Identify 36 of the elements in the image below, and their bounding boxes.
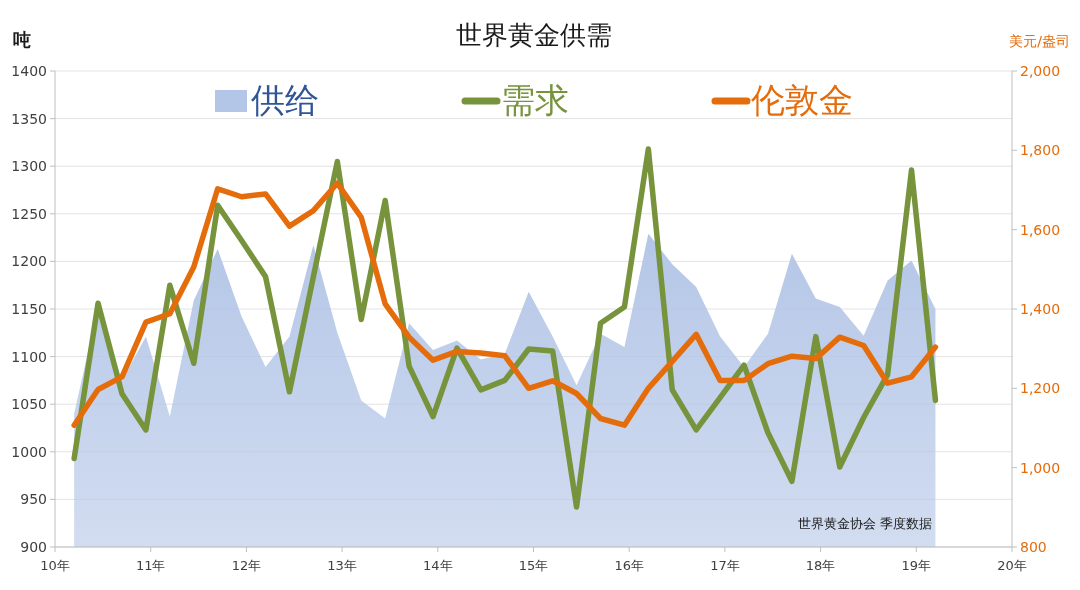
y-tick-label: 1000 [11,443,47,460]
chart-title: 世界黄金供需 [455,20,612,50]
y-tick-label: 1250 [11,205,47,222]
y2-tick-label: 800 [1020,539,1047,555]
y-tick-label: 1400 [11,63,47,79]
x-tick-label: 14年 [423,558,453,573]
x-tick-label: 15年 [518,558,549,573]
y-tick-label: 1100 [11,348,47,365]
y2-tick-label: 1,200 [1020,380,1061,397]
legend-label: 伦敦金 [751,80,853,120]
y-tick-label: 1200 [11,253,47,270]
y-tick-label: 1350 [11,110,47,127]
y-axis-title: 吨 [13,29,31,50]
x-tick-label: 13年 [327,558,357,573]
y-tick-label: 1300 [11,158,47,175]
y2-tick-label: 1,600 [1020,221,1061,238]
x-tick-label: 20年 [997,558,1027,573]
y2-tick-label: 1,000 [1020,459,1061,476]
y2-tick-label: 1,400 [1020,301,1061,317]
y2-axis-title: 美元/盎司 [1009,33,1070,49]
y2-tick-label: 2,000 [1020,63,1061,79]
y-tick-label: 1050 [11,396,47,413]
x-tick-label: 16年 [614,558,644,573]
annotation: 世界黄金协会 季度数据 [797,516,933,531]
y-tick-label: 950 [20,491,47,508]
x-tick-label: 10年 [40,558,70,573]
legend-label: 需求 [501,80,569,120]
x-tick-label: 12年 [231,558,262,573]
x-tick-label: 11年 [135,558,166,573]
y-tick-label: 1150 [11,301,47,317]
x-tick-label: 19年 [901,558,932,573]
x-tick-label: 17年 [710,558,740,573]
y-tick-label: 900 [20,539,47,555]
y2-tick-label: 1,800 [1020,142,1061,159]
legend-label: 供给 [251,80,319,120]
x-tick-label: 18年 [805,558,836,573]
